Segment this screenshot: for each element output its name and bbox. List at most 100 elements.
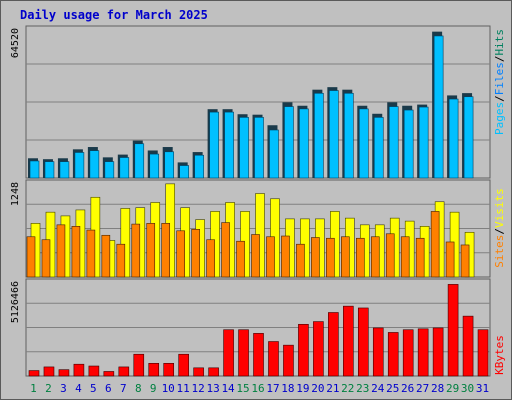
bar-pages (149, 153, 160, 179)
bar-pages (104, 161, 115, 179)
bar-pages (209, 111, 219, 179)
bar-kbytes (223, 329, 234, 377)
bar-pages (373, 117, 384, 179)
bar-kbytes (462, 315, 474, 377)
bar-pages (358, 108, 369, 179)
bar-sites (400, 236, 410, 278)
bar-sites (445, 241, 455, 278)
legend-entry: Hits (493, 29, 506, 56)
bar-kbytes (372, 327, 384, 377)
legend-visits: Sites/Visits (493, 188, 506, 268)
bar-kbytes (298, 323, 309, 377)
bar-sites (101, 234, 111, 278)
bar-pages (299, 108, 309, 179)
bar-pages (164, 151, 175, 179)
bar-kbytes (238, 329, 249, 377)
x-tick-label: 21 (326, 382, 339, 395)
bar-pages (239, 117, 249, 179)
bar-sites (430, 211, 440, 278)
bar-pages (59, 161, 70, 179)
bar-pages (89, 150, 100, 179)
bar-kbytes (343, 305, 354, 377)
bar-kbytes (28, 370, 40, 377)
bar-sites (460, 244, 470, 278)
bar-kbytes (163, 363, 175, 377)
bar-sites (266, 236, 275, 278)
bar-sites (311, 237, 320, 278)
bar-kbytes (477, 329, 489, 377)
bar-sites (370, 236, 380, 278)
bar-kbytes (313, 321, 324, 377)
bar-kbytes (417, 328, 429, 377)
bar-sites (161, 223, 171, 278)
bar-sites (131, 223, 141, 278)
bar-pages (224, 111, 234, 179)
bar-sites (191, 229, 200, 278)
bar-sites (355, 237, 365, 278)
legend-entry: Pages (493, 102, 506, 135)
bar-sites (71, 226, 81, 278)
bar-kbytes (118, 366, 130, 377)
bar-sites (221, 222, 230, 278)
bar-pages (433, 35, 444, 179)
bar-kbytes (43, 366, 55, 377)
bar-sites (146, 223, 156, 278)
bar-kbytes (268, 341, 279, 377)
bar-visits (120, 208, 131, 278)
x-tick-label: 23 (356, 382, 369, 395)
bar-sites (236, 240, 245, 278)
legend-hits-text: Pages/Files/Hits (493, 29, 506, 135)
x-tick-label: 25 (386, 382, 399, 395)
bar-kbytes (387, 332, 399, 377)
legend-entry: KBytes (493, 335, 506, 375)
bar-kbytes (402, 329, 414, 377)
x-tick-label: 30 (461, 382, 474, 395)
x-tick-label: 14 (221, 382, 235, 395)
bar-pages (329, 90, 339, 179)
bar-kbytes (328, 312, 339, 377)
bar-pages (179, 165, 189, 179)
bar-pages (463, 96, 474, 179)
legend-separator: / (493, 95, 506, 102)
bar-pages (314, 92, 324, 179)
x-tick-label: 3 (60, 382, 67, 395)
bar-kbytes (73, 363, 85, 377)
legend-kbytes: KBytes (493, 335, 506, 375)
legend-entry: Files (493, 62, 506, 95)
y-max-label: 5126466 (10, 281, 21, 323)
x-tick-label: 17 (266, 382, 279, 395)
bar-sites (415, 237, 425, 278)
bar-kbytes (253, 333, 264, 377)
bar-sites (116, 243, 126, 278)
bar-pages (119, 157, 130, 179)
x-tick-label: 6 (105, 382, 112, 395)
x-tick-label: 12 (192, 382, 205, 395)
bar-kbytes (432, 327, 444, 377)
legend-hits: Pages/Files/Hits (493, 29, 506, 135)
x-tick-label: 19 (296, 382, 309, 395)
x-tick-label: 16 (251, 382, 264, 395)
bar-pages (388, 106, 399, 179)
bar-pages (284, 106, 294, 179)
x-tick-label: 13 (206, 382, 219, 395)
bar-sites (176, 230, 185, 278)
legend-separator: / (493, 228, 506, 235)
x-tick-label: 7 (120, 382, 127, 395)
x-tick-label: 29 (446, 382, 459, 395)
x-tick-label: 20 (311, 382, 324, 395)
bar-sites (385, 233, 395, 278)
y-max-label: 1248 (10, 182, 21, 206)
bar-pages (44, 161, 55, 179)
x-tick-label: 15 (236, 382, 249, 395)
bar-sites (296, 243, 305, 278)
bar-sites (206, 239, 215, 278)
x-tick-label: 18 (281, 382, 294, 395)
x-tick-label: 1 (30, 382, 37, 395)
x-tick-label: 8 (135, 382, 142, 395)
x-tick-label: 9 (150, 382, 157, 395)
bar-pages (344, 92, 354, 179)
x-tick-label: 11 (177, 382, 190, 395)
bar-pages (134, 143, 145, 179)
x-tick-label: 4 (75, 382, 82, 395)
